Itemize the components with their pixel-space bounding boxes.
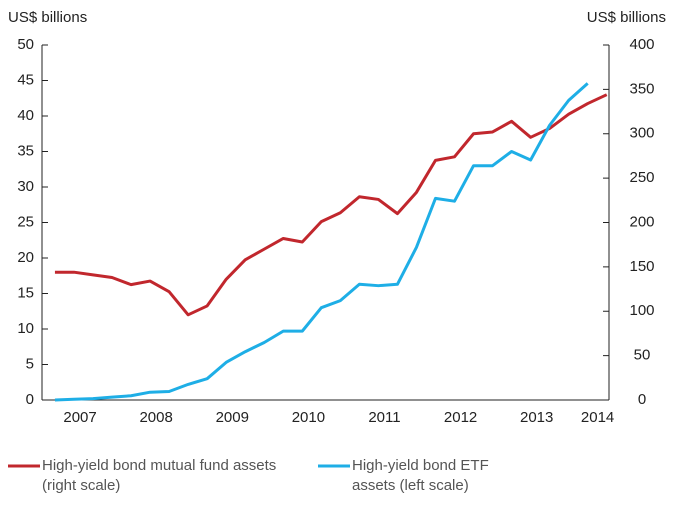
y2-tick-label: 400: [629, 36, 654, 53]
x-tick-label: 2011: [368, 409, 400, 426]
y2-tick-label: 150: [629, 258, 654, 275]
line-series: [54, 93, 608, 317]
y2-tick-label: 250: [629, 169, 654, 186]
x-tick-label: 2008: [139, 409, 172, 426]
y-tick-label: 5: [26, 355, 34, 372]
y2-tick-label: 50: [634, 347, 651, 364]
x-tick-label: 2014: [581, 409, 614, 426]
y2-tick-label: 350: [629, 80, 654, 97]
y-tick-label: 35: [17, 142, 34, 159]
legend-label: High-yield bond mutual fund assets (righ…: [42, 457, 277, 494]
line-series: [54, 82, 589, 402]
y-tick-label: 0: [26, 391, 34, 408]
legend-label: High-yield bond ETF assets (left scale): [352, 457, 489, 494]
y2-tick-label: 0: [638, 391, 646, 408]
y-axis-label: US$ billions: [8, 9, 87, 26]
x-tick-label: 2009: [216, 409, 249, 426]
x-tick-label: 2012: [444, 409, 477, 426]
y-tick-label: 30: [17, 178, 34, 195]
y2-tick-label: 300: [629, 125, 654, 142]
y-tick-label: 15: [17, 284, 34, 301]
y2-tick-label: 200: [629, 213, 654, 230]
y-tick-label: 50: [17, 36, 34, 53]
legend-entry: High-yield bond mutual fund assets (righ…: [42, 457, 277, 494]
y-tick-label: 45: [17, 71, 34, 88]
y-tick-label: 20: [17, 249, 34, 266]
y-tick-label: 10: [17, 320, 34, 337]
x-tick-label: 2007: [63, 409, 96, 426]
y-tick-label: 25: [17, 213, 34, 230]
y-tick-label: 40: [17, 107, 34, 124]
y2-axis-label: US$ billions: [587, 9, 666, 26]
y2-tick-label: 100: [629, 302, 654, 319]
x-tick-label: 2010: [292, 409, 325, 426]
x-tick-label: 2013: [520, 409, 553, 426]
legend-entry: High-yield bond ETF assets (left scale): [352, 457, 489, 494]
